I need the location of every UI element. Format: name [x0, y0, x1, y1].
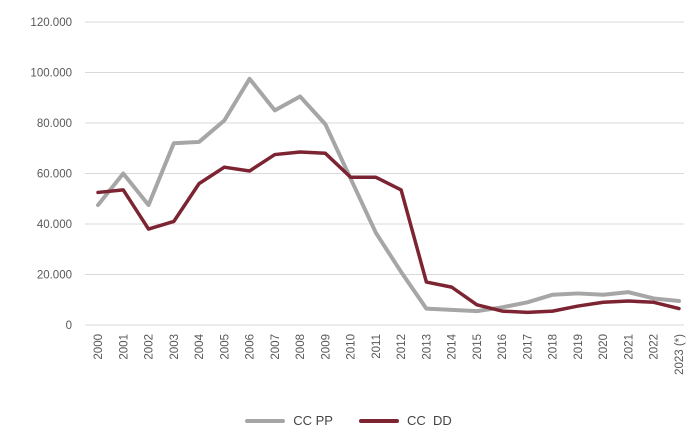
x-axis-tick-label: 2005 — [219, 334, 231, 360]
x-axis-tick-label: 2019 — [573, 334, 585, 360]
x-axis-tick-label: 2004 — [194, 333, 206, 359]
x-axis-tick-label: 2003 — [169, 334, 181, 360]
x-axis-tick-label: 2021 — [623, 334, 635, 360]
x-axis-tick-label: 2018 — [548, 334, 560, 360]
series-line-cc-dd — [96, 150, 681, 315]
series-line-cc-pp — [96, 76, 681, 314]
legend-swatch-cc-pp — [245, 418, 286, 423]
legend-label-cc-dd: CC DD — [406, 413, 452, 428]
x-axis-tick-label: 2007 — [270, 334, 282, 360]
legend-swatch-cc-dd — [358, 418, 399, 423]
x-axis-tick-label: 2009 — [320, 334, 332, 360]
y-axis-tick-label: 40.000 — [37, 219, 72, 231]
y-axis-tick-label: 120.000 — [30, 17, 72, 29]
x-axis-tick-label: 2000 — [93, 334, 105, 360]
x-axis-tick-label: 2006 — [245, 334, 257, 360]
x-axis-tick-label: 2012 — [396, 334, 408, 360]
line-chart: 0 20.000 40.000 60.000 80.000 100.000 120.000 2… — [30, 17, 686, 375]
y-axis-tick-label: 20.000 — [37, 270, 72, 282]
legend-label-cc-pp: CC PP — [293, 413, 333, 428]
y-axis-tick-label: 80.000 — [37, 118, 72, 130]
y-axis-tick-label: 0 — [66, 320, 72, 332]
x-axis-tick-label: 2001 — [118, 334, 130, 360]
x-axis-tick-label: 2023 (*) — [674, 334, 686, 375]
x-axis-tick-label: 2002 — [144, 334, 156, 360]
x-axis-tick-label: 2013 — [421, 334, 433, 360]
x-axis-tick-label: 2011 — [371, 334, 383, 359]
y-axis-tick-label: 100.000 — [30, 68, 72, 80]
x-axis-tick-label: 2016 — [497, 334, 509, 360]
x-axis-tick-label: 2015 — [472, 334, 484, 360]
x-axis-tick-label: 2008 — [295, 334, 307, 360]
x-axis-tick-label: 2014 — [447, 333, 459, 359]
legend-item-cc-dd: CC DD — [358, 413, 452, 428]
x-axis-tick-label: 2020 — [598, 334, 610, 360]
legend: CC PP CC DD — [0, 413, 697, 428]
legend-item-cc-pp: CC PP — [245, 413, 333, 428]
x-axis-tick-label: 2017 — [522, 334, 534, 360]
x-axis-tick-label: 2022 — [649, 334, 661, 360]
y-axis-tick-label: 60.000 — [37, 169, 72, 181]
x-axis-tick-label: 2010 — [346, 334, 358, 360]
